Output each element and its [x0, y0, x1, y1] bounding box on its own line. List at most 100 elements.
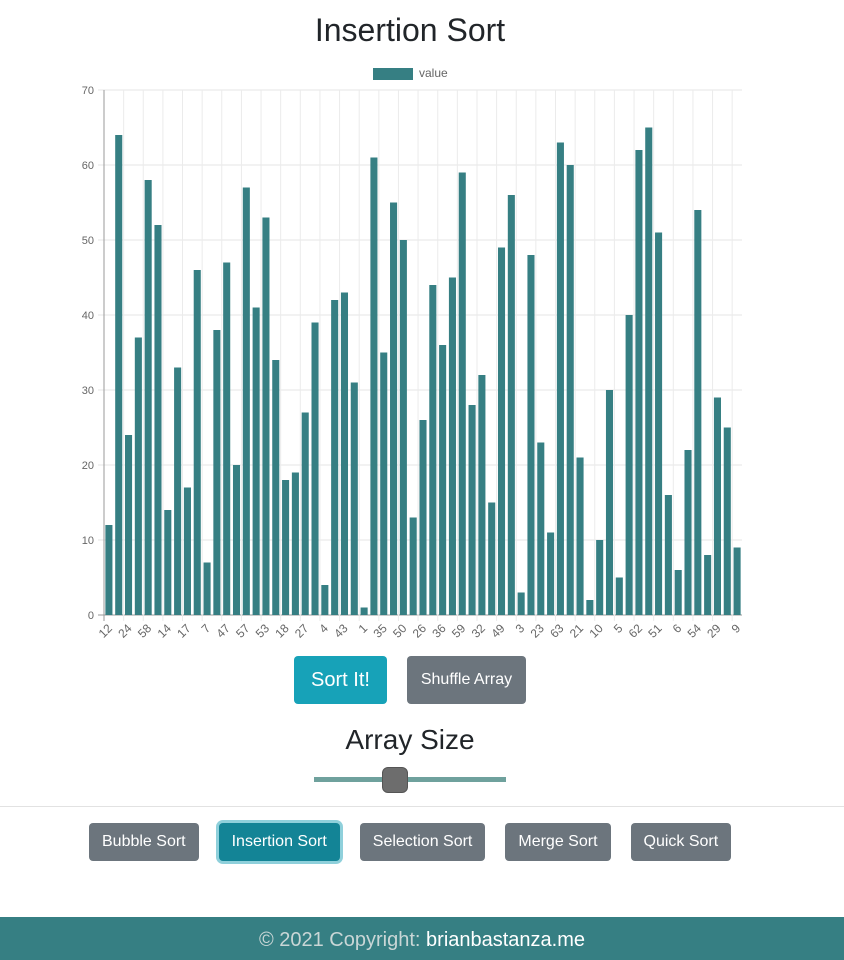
- bar: [497, 247, 506, 615]
- bar: [704, 555, 712, 615]
- algorithm-button-bubble-sort[interactable]: Bubble Sort: [89, 823, 199, 861]
- bar: [723, 427, 731, 615]
- bar: [272, 360, 280, 615]
- bar: [174, 367, 182, 615]
- legend-swatch: [373, 68, 413, 80]
- bar: [596, 540, 604, 615]
- bar: [301, 412, 309, 615]
- x-tick-label: 29: [704, 621, 724, 641]
- x-tick-label: 18: [272, 621, 292, 641]
- x-tick-label: 63: [547, 621, 567, 641]
- bar: [517, 592, 525, 615]
- bar: [390, 202, 398, 615]
- x-tick-label: 47: [213, 621, 233, 641]
- bar: [125, 435, 133, 615]
- divider: [0, 806, 844, 807]
- bar: [429, 285, 437, 615]
- bar: [311, 322, 319, 615]
- bar: [605, 390, 614, 615]
- algorithm-button-selection-sort[interactable]: Selection Sort: [359, 823, 486, 861]
- x-tick-label: 5: [611, 621, 626, 636]
- algorithm-button-insertion-sort[interactable]: Insertion Sort: [218, 823, 340, 861]
- x-tick-label: 1: [356, 621, 371, 636]
- bar: [282, 480, 290, 615]
- bar: [576, 457, 584, 615]
- x-tick-label: 49: [488, 621, 508, 641]
- x-tick-label: 54: [685, 621, 705, 641]
- x-tick-label: 35: [371, 621, 391, 641]
- bar: [350, 382, 358, 615]
- x-tick-label: 12: [96, 621, 116, 641]
- footer-copyright: © 2021 Copyright:: [258, 929, 427, 951]
- x-tick-label: 27: [292, 621, 312, 641]
- bar: [625, 315, 633, 615]
- y-tick-label: 60: [82, 160, 94, 172]
- footer-site-link[interactable]: brianbastanza.me: [426, 929, 586, 951]
- x-tick-label: 43: [331, 621, 351, 641]
- bar: [527, 255, 535, 615]
- x-tick-label: 62: [626, 621, 646, 641]
- controls: Sort It! Shuffle Array: [0, 656, 820, 704]
- bar: [154, 225, 162, 615]
- slider-thumb[interactable]: [382, 767, 408, 793]
- bar: [105, 525, 113, 615]
- x-tick-label: 3: [513, 621, 528, 636]
- footer: © 2021 Copyright: brianbastanza.me: [0, 917, 844, 960]
- bar: [193, 270, 201, 615]
- y-tick-label: 50: [82, 235, 94, 247]
- bar: [164, 510, 172, 615]
- x-tick-label: 4: [316, 621, 331, 636]
- x-tick-label: 57: [233, 621, 253, 641]
- bar: [645, 127, 653, 615]
- y-tick-label: 40: [82, 310, 94, 322]
- y-tick-label: 70: [82, 85, 94, 97]
- x-tick-label: 7: [199, 621, 214, 636]
- bar: [586, 600, 594, 615]
- bar: [399, 240, 407, 615]
- bar: [674, 570, 682, 615]
- x-tick-label: 10: [586, 621, 606, 641]
- bar: [566, 165, 574, 615]
- x-tick-label: 9: [729, 621, 744, 636]
- algorithm-button-quick-sort[interactable]: Quick Sort: [630, 823, 732, 861]
- bar: [556, 142, 564, 615]
- bar: [331, 300, 339, 615]
- x-tick-label: 24: [115, 621, 135, 641]
- bar: [635, 150, 643, 615]
- bar: [439, 345, 447, 615]
- shuffle-array-button[interactable]: Shuffle Array: [407, 656, 526, 704]
- x-tick-label: 6: [670, 621, 685, 636]
- bar: [409, 517, 417, 615]
- bar: [183, 487, 191, 615]
- array-size-slider[interactable]: [314, 766, 506, 794]
- x-tick-label: 23: [528, 621, 548, 641]
- bar: [232, 465, 241, 615]
- bar: [291, 472, 299, 615]
- bar: [458, 172, 466, 615]
- bar: [134, 337, 142, 615]
- bar: [655, 232, 663, 615]
- slider-track[interactable]: [314, 777, 506, 782]
- x-tick-label: 26: [410, 621, 430, 641]
- legend-label: value: [419, 66, 448, 80]
- y-tick-label: 10: [82, 535, 94, 547]
- bar: [684, 450, 692, 615]
- y-tick-label: 30: [82, 385, 94, 397]
- bar: [360, 607, 368, 615]
- bar: [380, 352, 388, 615]
- bar: [213, 330, 221, 615]
- x-tick-label: 50: [390, 621, 410, 641]
- x-tick-label: 21: [567, 621, 587, 641]
- bar: [223, 262, 231, 615]
- bar: [340, 292, 349, 615]
- algorithm-button-merge-sort[interactable]: Merge Sort: [505, 823, 611, 861]
- array-size-heading: Array Size: [345, 724, 475, 755]
- bar: [537, 442, 545, 615]
- x-tick-label: 17: [174, 621, 194, 641]
- x-tick-label: 53: [253, 621, 273, 641]
- sort-button[interactable]: Sort It!: [294, 656, 387, 704]
- bar: [733, 547, 741, 615]
- bar: [478, 375, 486, 615]
- x-tick-label: 59: [449, 621, 469, 641]
